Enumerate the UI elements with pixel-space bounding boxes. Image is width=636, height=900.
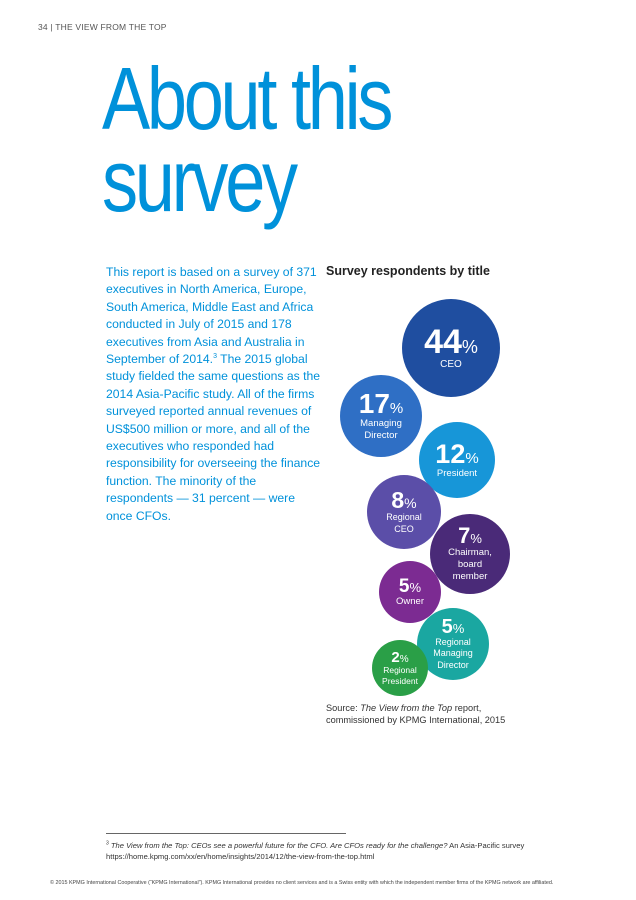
bubble-label: CEO [440, 359, 462, 372]
percent-symbol: % [399, 653, 409, 665]
bubble-president: 12% President [419, 422, 495, 498]
page-title-line-1: About this [102, 49, 393, 148]
bubble-label-line: Regional [386, 512, 422, 523]
bubble-label: Regional CEO [386, 512, 422, 535]
source-suffix: report, commissioned by KPMG Internation… [326, 703, 506, 725]
bubble-owner: 5% Owner [379, 561, 441, 623]
bubble-value-number: 2 [391, 648, 400, 666]
bubble-regional-managing-director: 5% Regional Managing Director [417, 608, 489, 680]
bubble-label-line: Regional [435, 637, 471, 648]
bubble-label: Regional Managing Director [433, 637, 473, 671]
bubble-label-line: Director [437, 659, 469, 670]
footnote-rest: An Asia-Pacific survey [447, 841, 525, 850]
bubble-value: 8% [391, 489, 416, 512]
percent-symbol: % [409, 579, 422, 595]
bubble-label-line: CEO [394, 523, 414, 534]
footnote-title: The View from the Top: CEOs see a powerf… [110, 841, 448, 850]
bubble-label-line: board [457, 559, 483, 571]
bubble-value-number: 12 [435, 438, 466, 469]
bubble-value: 5% [442, 617, 465, 637]
bubble-value: 17% [359, 390, 404, 418]
chart-source: Source: The View from the Top report, co… [326, 703, 541, 726]
bubble-label: Owner [396, 596, 424, 608]
bubble-regional-ceo: 8% Regional CEO [367, 475, 441, 549]
bubble-label-line: President [382, 675, 418, 686]
bubble-value-number: 5 [441, 616, 453, 639]
bubble-value: 5% [399, 577, 421, 596]
bubble-label: Chairman, board member [448, 547, 492, 583]
percent-symbol: % [389, 400, 404, 418]
bubble-label-line: Chairman, [448, 547, 492, 559]
bubble-label-line: Managing [433, 648, 473, 659]
footnote-reference: 3 [213, 352, 217, 360]
copyright-notice: © 2015 KPMG International Cooperative (“… [50, 880, 554, 886]
bubble-value-number: 5 [398, 575, 410, 597]
source-prefix: Source: [326, 703, 361, 713]
running-head: 34 | THE VIEW FROM THE TOP [38, 22, 167, 32]
footnote-divider [106, 833, 346, 834]
body-text-part-1: This report is based on a survey of 371 … [106, 265, 317, 367]
bubble-ceo: 44% CEO [402, 299, 500, 397]
page-title-line-2: survey [102, 131, 298, 230]
bubble-label-line: Managing [360, 418, 402, 430]
bubble-value: 7% [458, 525, 482, 547]
bubble-label-line: CEO [440, 358, 462, 370]
chart-title: Survey respondents by title [326, 264, 490, 278]
footnote-number: 3 [106, 840, 109, 847]
bubble-label-line: Director [364, 430, 398, 441]
bubble-value: 44% [424, 325, 478, 359]
bubble-label: Managing Director [360, 418, 402, 442]
bubble-label-line: member [452, 570, 488, 582]
bubble-label: Regional President [382, 665, 418, 686]
percent-symbol: % [470, 531, 482, 547]
percent-symbol: % [461, 336, 478, 357]
percent-symbol: % [465, 449, 479, 467]
bubble-label-line: Owner [396, 595, 424, 607]
bubble-value-number: 8 [391, 487, 405, 514]
source-report-title: The View from the Top [360, 703, 453, 713]
footnote: 3 The View from the Top: CEOs see a powe… [106, 840, 576, 862]
bubble-label-line: President [436, 467, 478, 479]
bubble-value: 12% [435, 438, 479, 469]
bubble-managing-director: 17% Managing Director [340, 375, 422, 457]
page-title: About this survey [102, 55, 393, 225]
bubble-value-number: 17 [358, 388, 390, 420]
bubble-value-number: 44 [424, 322, 462, 361]
percent-symbol: % [452, 621, 465, 637]
percent-symbol: % [404, 495, 417, 512]
bubble-regional-president: 2% Regional President [372, 640, 428, 696]
footnote-url: https://home.kpmg.com/xx/en/home/insight… [106, 852, 375, 861]
bubble-label-line: Regional [383, 664, 417, 675]
bubble-value: 2% [391, 650, 408, 665]
bubble-value-number: 7 [458, 523, 471, 549]
body-text-part-2: The 2015 global study fielded the same q… [106, 352, 321, 523]
body-paragraph: This report is based on a survey of 371 … [106, 264, 321, 525]
bubble-label: President [437, 468, 477, 480]
bubble-chairman-board-member: 7% Chairman, board member [430, 514, 510, 594]
